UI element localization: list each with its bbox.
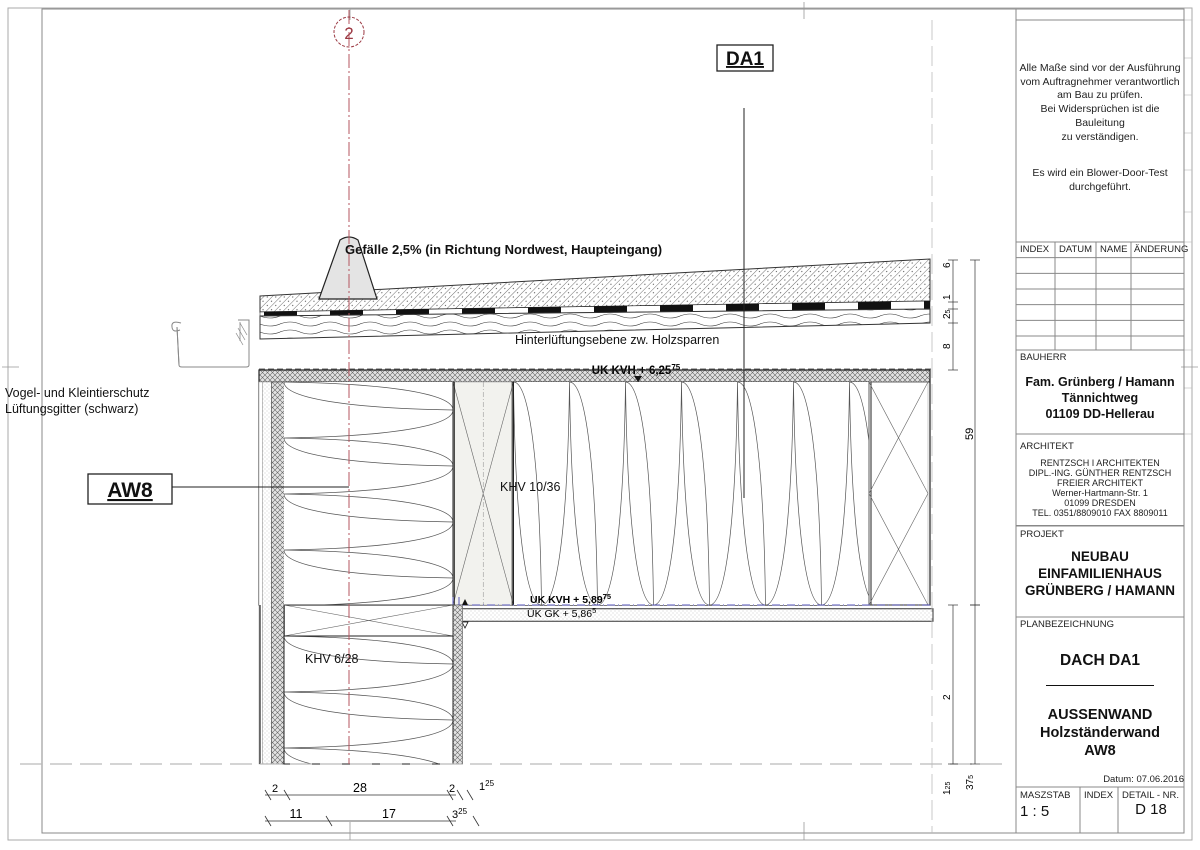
svg-text:17: 17: [382, 807, 396, 821]
svg-text:125: 125: [942, 782, 953, 795]
svg-text:125: 125: [479, 779, 495, 794]
svg-text:2: 2: [942, 694, 953, 700]
svg-text:2: 2: [449, 783, 455, 795]
svg-text:6: 6: [942, 262, 953, 268]
svg-text:25: 25: [942, 309, 953, 319]
svg-text:8: 8: [942, 343, 953, 349]
svg-text:375: 375: [965, 775, 976, 790]
svg-text:AW8: AW8: [107, 479, 153, 502]
svg-text:59: 59: [964, 428, 976, 440]
svg-text:1: 1: [942, 294, 953, 300]
svg-text:325: 325: [452, 807, 468, 822]
svg-text:DA1: DA1: [726, 49, 764, 70]
svg-text:2: 2: [344, 24, 353, 43]
svg-text:UK KVH + 5,8975: UK KVH + 5,8975: [530, 592, 611, 607]
svg-text:2: 2: [272, 783, 278, 795]
svg-text:11: 11: [290, 807, 303, 821]
svg-text:28: 28: [353, 781, 367, 795]
svg-text:ÜK GK + 5,865: ÜK GK + 5,865: [527, 606, 596, 621]
